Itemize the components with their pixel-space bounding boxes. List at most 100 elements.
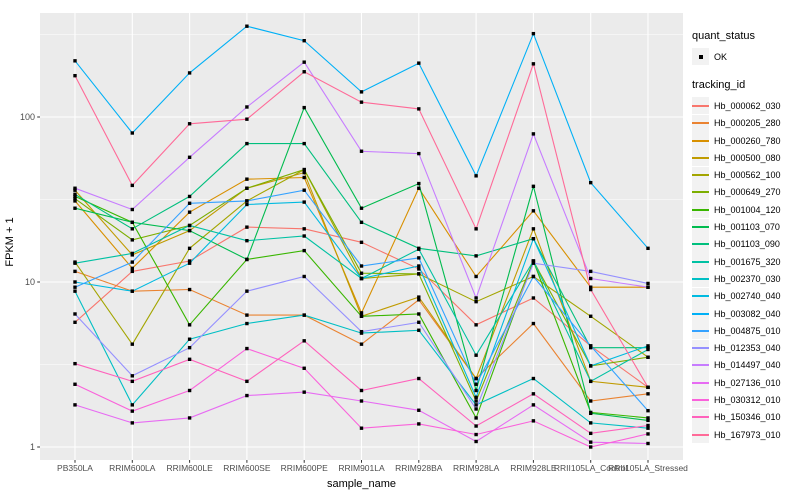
data-point	[245, 321, 249, 326]
data-point	[474, 254, 478, 258]
data-point	[589, 399, 593, 403]
legend-item-label: Hb_030312_010	[714, 394, 781, 405]
data-point	[417, 247, 421, 251]
data-point	[73, 59, 77, 63]
data-point	[531, 392, 536, 396]
legend-item-Hb_000562_100: Hb_000562_100	[692, 166, 798, 184]
data-point	[531, 321, 536, 326]
data-point	[302, 339, 306, 343]
data-point	[589, 440, 593, 444]
data-point	[646, 432, 650, 436]
data-point	[417, 267, 421, 271]
data-point	[531, 236, 536, 241]
line-swatch-icon	[692, 339, 709, 357]
line-swatch-icon	[692, 305, 709, 322]
line-swatch-icon	[692, 114, 709, 132]
data-point	[531, 376, 536, 381]
data-point	[531, 227, 536, 231]
data-point	[359, 90, 364, 94]
data-point	[302, 234, 306, 238]
data-point	[73, 73, 77, 78]
line-swatch-icon	[692, 426, 709, 444]
data-point	[130, 289, 134, 293]
data-point	[302, 170, 306, 175]
data-point	[130, 403, 134, 407]
data-point	[245, 177, 249, 181]
data-point	[73, 320, 77, 324]
data-point	[646, 281, 650, 286]
data-point	[646, 246, 650, 251]
legend-item-label: Hb_027136_010	[714, 377, 781, 388]
data-point	[531, 132, 536, 136]
data-point	[474, 227, 478, 231]
data-point	[474, 174, 478, 178]
data-point	[245, 257, 249, 262]
data-point	[474, 424, 478, 428]
data-point	[531, 261, 536, 265]
data-point	[302, 200, 306, 204]
line-swatch-icon	[692, 149, 709, 167]
data-point	[73, 289, 77, 293]
data-point	[417, 312, 421, 316]
line-swatch-icon	[692, 97, 709, 115]
legend-item-Hb_004875_010: Hb_004875_010	[692, 322, 798, 340]
x-tick-label: RRII105LA_Control	[554, 463, 628, 473]
data-point	[187, 194, 192, 199]
data-point	[646, 423, 650, 428]
data-point	[187, 71, 192, 75]
data-point	[302, 39, 306, 43]
data-point	[187, 228, 192, 233]
legend-item-label: Hb_001103_090	[714, 239, 780, 250]
data-point	[589, 421, 593, 425]
data-point	[73, 285, 77, 289]
data-point	[589, 431, 593, 436]
data-point	[474, 274, 478, 279]
data-point	[187, 210, 192, 214]
legend-item-label: Hb_003082_040	[714, 308, 781, 319]
line-swatch-icon	[692, 322, 709, 340]
data-point	[531, 62, 536, 66]
line-swatch-icon	[692, 408, 709, 426]
data-point	[302, 60, 306, 64]
legend-item-label: Hb_000062_030	[714, 100, 781, 111]
data-point	[589, 379, 593, 384]
data-point	[646, 416, 650, 420]
data-point	[417, 295, 421, 299]
data-point	[359, 220, 364, 225]
data-point	[474, 439, 478, 444]
data-point	[589, 314, 593, 318]
y-axis-title: FPKM + 1	[4, 217, 16, 267]
data-point	[130, 207, 134, 212]
data-point	[359, 264, 364, 268]
data-point	[474, 399, 478, 403]
data-point	[245, 117, 249, 121]
data-point	[359, 149, 364, 153]
data-point	[187, 345, 192, 350]
data-point	[646, 385, 650, 390]
legend-item-label: Hb_150346_010	[714, 412, 781, 423]
legend-item-Hb_001103_070: Hb_001103_070	[692, 218, 798, 236]
legend-item-Hb_150346_010: Hb_150346_010	[692, 408, 798, 426]
legend-item-Hb_167973_010: Hb_167973_010	[692, 426, 798, 444]
data-point	[187, 122, 192, 126]
data-point	[646, 285, 650, 289]
data-point	[417, 376, 421, 381]
data-point	[417, 320, 421, 324]
legend-item-Hb_000205_280: Hb_000205_280	[692, 114, 798, 132]
data-point	[589, 445, 593, 449]
data-point	[474, 299, 478, 304]
data-point	[73, 194, 77, 199]
line-swatch-icon	[692, 201, 709, 219]
data-point	[302, 313, 306, 317]
tracking-id-legend-items: Hb_000062_030 Hb_000205_280 Hb_000260_780 H…	[692, 97, 798, 444]
data-point	[187, 323, 192, 327]
data-point	[187, 388, 192, 393]
legend-item-label: Hb_000500_080	[714, 152, 781, 163]
data-point	[187, 337, 192, 341]
data-point	[73, 192, 77, 197]
data-point	[646, 344, 650, 348]
data-point	[187, 246, 192, 251]
data-point	[359, 276, 364, 281]
data-point	[245, 24, 249, 28]
legend-item-Hb_014497_040: Hb_014497_040	[692, 356, 798, 374]
